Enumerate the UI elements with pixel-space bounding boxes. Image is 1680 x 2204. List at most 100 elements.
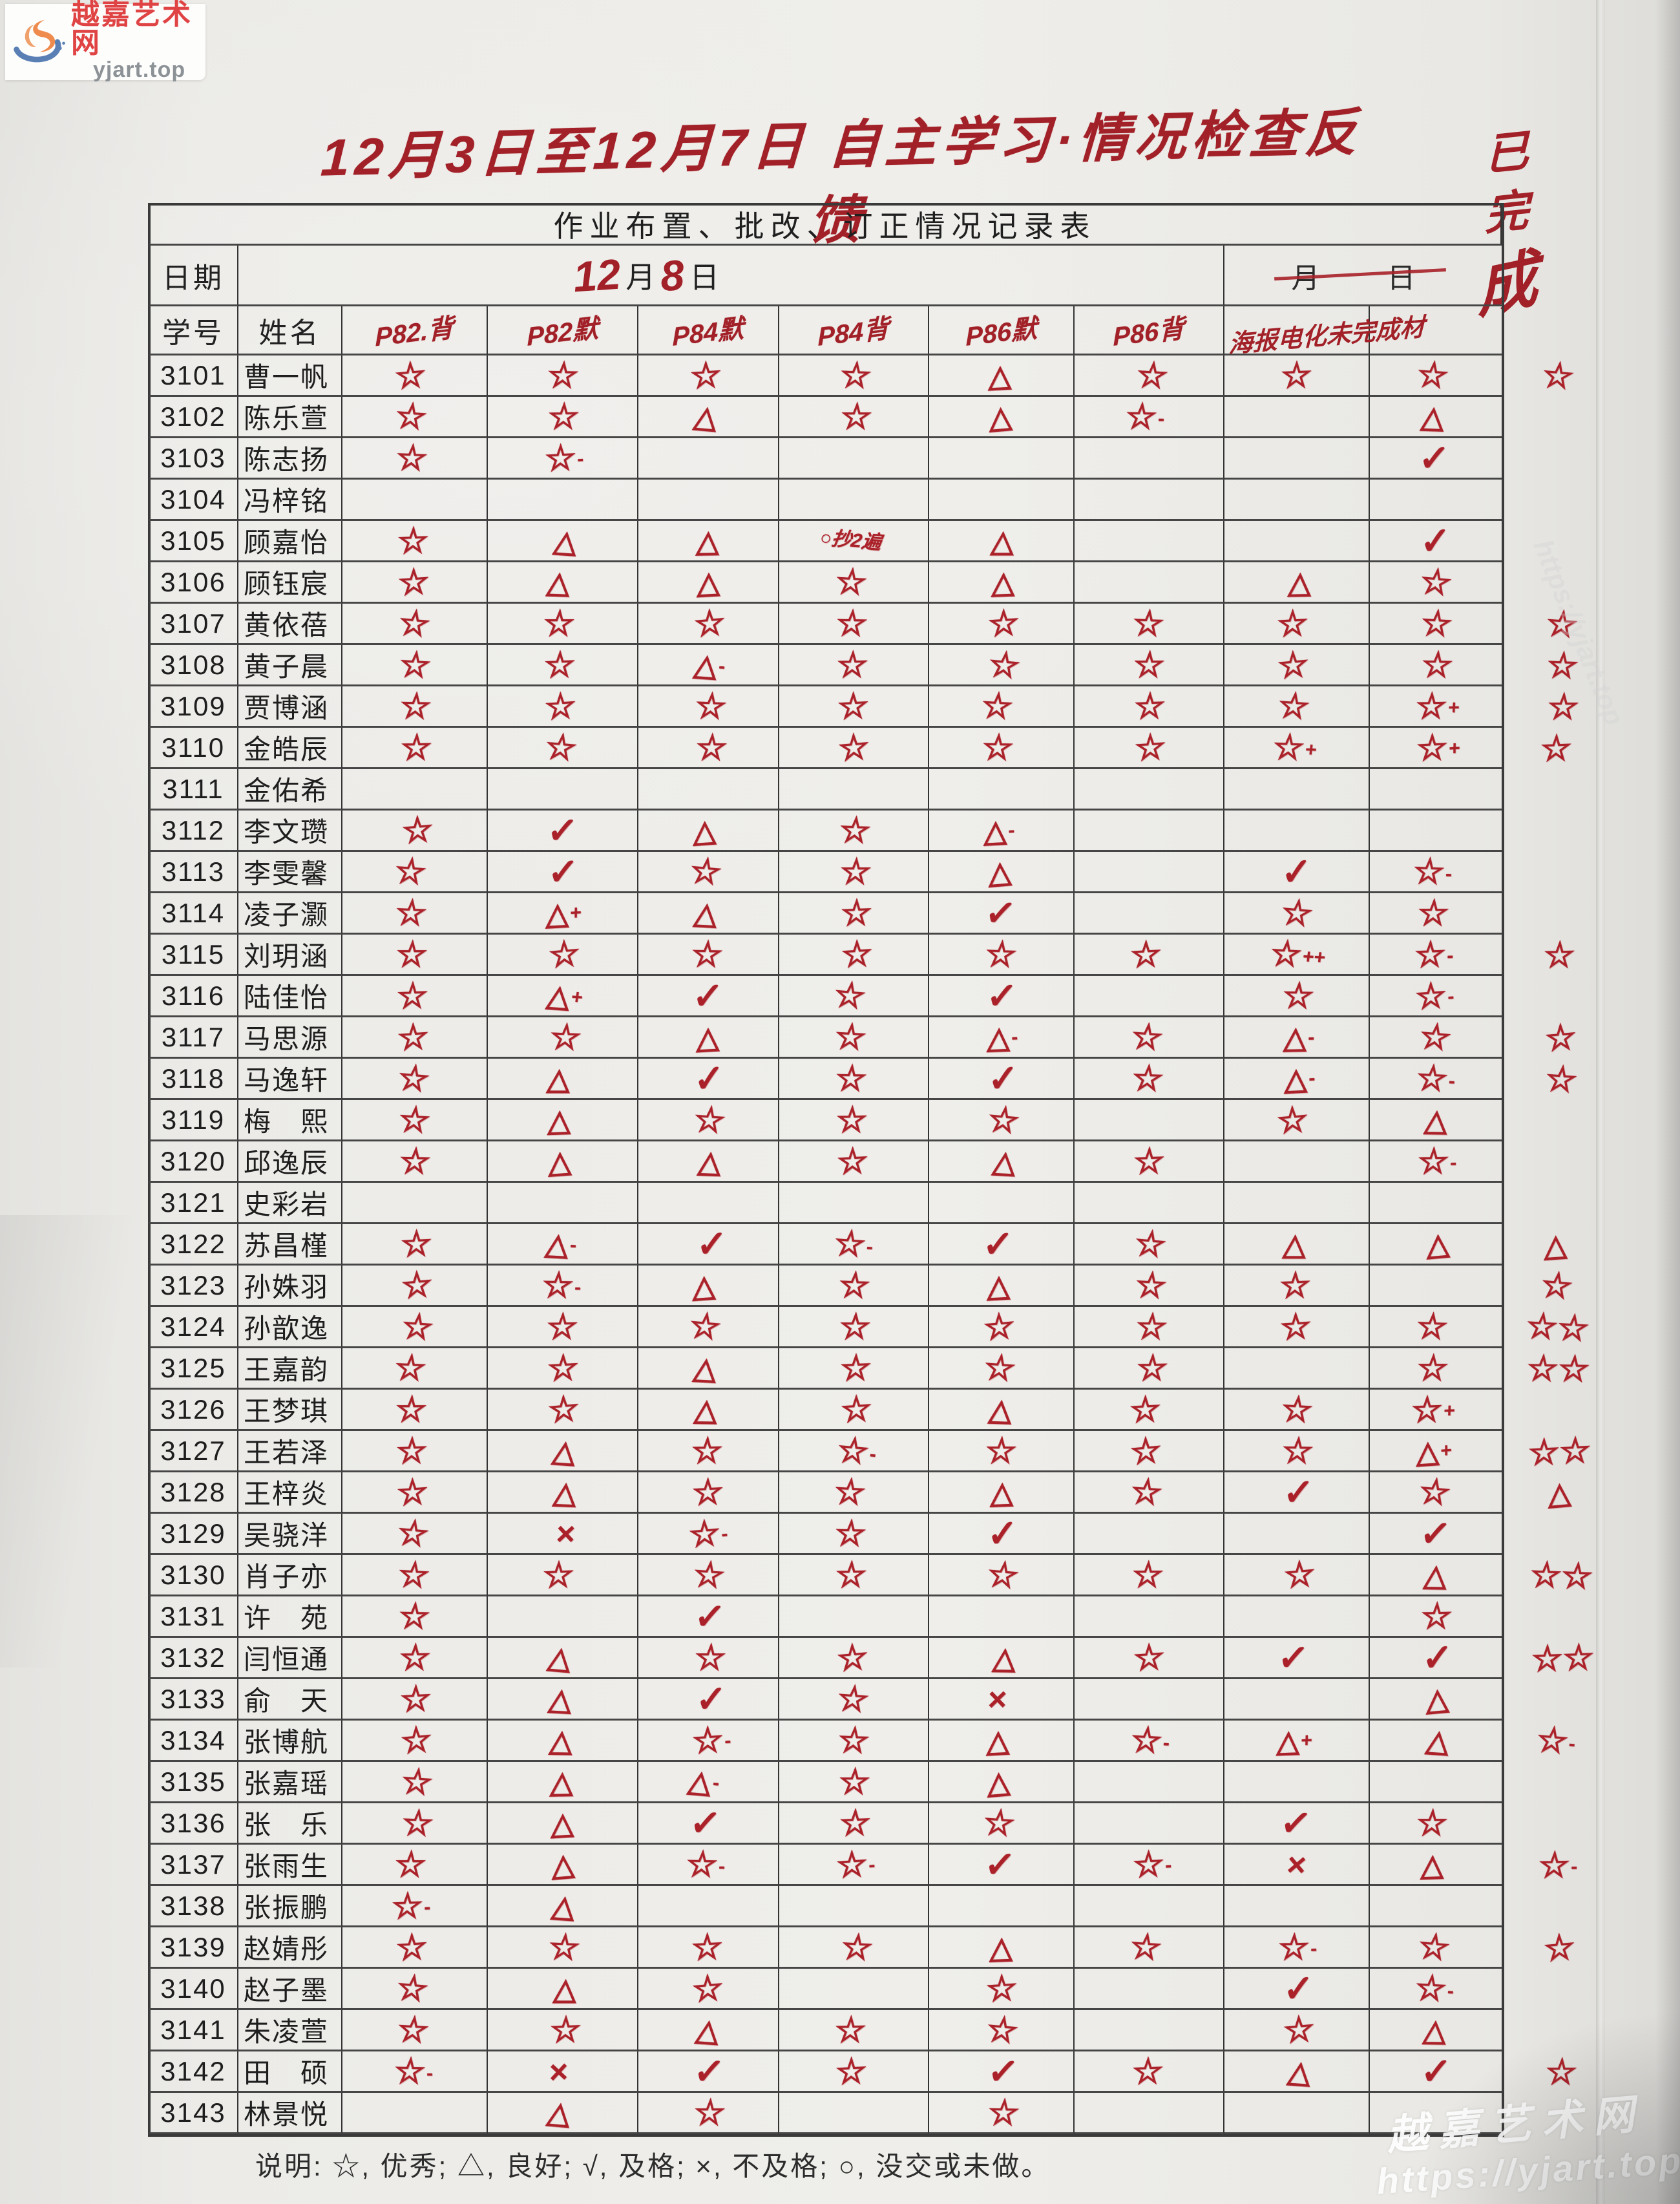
mark-cell: △ xyxy=(638,1348,779,1390)
mark-cell xyxy=(1224,1886,1370,1927)
handwritten-mark: ☆ xyxy=(836,1265,872,1306)
handwritten-mark: △- xyxy=(692,647,727,683)
handwritten-mark: ☆- xyxy=(1132,1844,1172,1885)
handwritten-mark: ☆ xyxy=(1539,728,1573,769)
mark-cell: △ xyxy=(488,1059,638,1100)
student-id-cell: 3107 xyxy=(149,604,238,645)
handwritten-mark: △- xyxy=(986,1019,1018,1055)
student-id-cell: 3128 xyxy=(149,1472,238,1514)
mark-cell: ☆ xyxy=(779,852,929,893)
handwritten-mark: ☆ xyxy=(1277,644,1310,686)
handwritten-mark: △ xyxy=(989,1929,1014,1965)
margin-mark-cell: △ xyxy=(1502,1224,1618,1266)
mark-cell: ☆ xyxy=(1370,1348,1502,1390)
handwritten-mark: ☆ xyxy=(548,933,581,975)
mark-cell: △ xyxy=(638,811,779,852)
handwritten-mark: ☆ xyxy=(690,1431,724,1470)
mark-cell: ☆ xyxy=(1075,604,1224,645)
handwritten-mark: ☆ xyxy=(401,809,434,851)
mark-cell xyxy=(1224,480,1370,521)
margin-mark-cell: ☆☆ xyxy=(1502,1638,1618,1679)
mark-cell: ☆ xyxy=(779,1141,929,1183)
student-id-cell: 3122 xyxy=(149,1224,238,1266)
mark-cell: ✓ xyxy=(1224,1967,1370,2010)
handwritten-mark: ☆ xyxy=(986,2093,1022,2132)
mark-cell: ☆ xyxy=(342,603,488,645)
mark-cell: ✓ xyxy=(1224,849,1370,893)
student-name-cell: 曹一帆 xyxy=(238,355,342,397)
mark-cell: ☆ xyxy=(1370,603,1502,645)
mark-cell: ☆ xyxy=(1075,934,1224,976)
handwritten-mark: ☆ xyxy=(1283,2008,1316,2051)
mark-cell: ☆ xyxy=(779,604,929,645)
mark-cell xyxy=(929,1886,1075,1927)
mark-cell: ☆ xyxy=(929,935,1075,976)
handwritten-mark: ☆ xyxy=(399,727,434,767)
handwritten-mark: △ xyxy=(693,895,720,931)
mark-cell xyxy=(779,769,929,811)
handwritten-mark: ☆ xyxy=(397,1471,428,1513)
mark-cell xyxy=(1224,1514,1370,1555)
handwritten-mark: ☆- xyxy=(1537,1845,1578,1885)
mark-cell: ☆ xyxy=(488,604,638,645)
mark-cell: △ xyxy=(488,1472,638,1514)
mark-cell: ☆ xyxy=(488,1555,638,1596)
mark-cell xyxy=(779,1886,929,1927)
handwritten-mark: ☆ xyxy=(547,1348,580,1388)
mark-cell: ☆- xyxy=(779,1224,929,1266)
student-name-cell: 黄依蓓 xyxy=(238,604,342,645)
mark-cell: ☆ xyxy=(1224,976,1370,1017)
mark-cell: △ xyxy=(488,1141,638,1183)
handwritten-mark: ☆ xyxy=(1280,355,1313,396)
mark-cell: ✓ xyxy=(1370,519,1502,562)
handwritten-mark: ☆ xyxy=(986,1967,1018,2009)
student-name-cell: 赵子墨 xyxy=(238,1969,342,2010)
mark-cell: ☆ xyxy=(779,686,929,728)
handwritten-mark: △ xyxy=(550,1888,578,1923)
margin-mark-cell: ☆ xyxy=(1502,935,1618,976)
mark-cell: ☆ xyxy=(342,396,488,438)
student-id-cell: 3143 xyxy=(149,2093,238,2134)
student-name-cell: 王梓炎 xyxy=(238,1472,342,1514)
handwritten-mark: ☆ xyxy=(1127,1926,1164,1967)
mark-cell: ✓ xyxy=(1370,1512,1502,1555)
handwritten-mark: △ xyxy=(552,1971,578,2006)
mark-cell: △- xyxy=(1224,1017,1370,1059)
mark-cell xyxy=(1075,1762,1224,1803)
handwritten-mark: ☆- xyxy=(684,1844,726,1884)
handwritten-mark: ☆ xyxy=(398,686,434,726)
mark-cell: ☆ xyxy=(779,893,929,935)
mark-cell: ☆ xyxy=(1224,355,1370,397)
mark-cell xyxy=(1224,1679,1370,1721)
mark-cell: ☆ xyxy=(779,1637,929,1679)
handwritten-mark: ☆ xyxy=(1542,935,1576,975)
mark-cell xyxy=(779,2093,929,2134)
mark-cell: ☆ xyxy=(1224,603,1370,645)
handwritten-mark: ☆- xyxy=(688,1512,728,1555)
handwritten-mark: ☆ xyxy=(983,2009,1022,2051)
student-id-cell: 3138 xyxy=(149,1886,238,1927)
mark-cell: △ xyxy=(488,521,638,562)
mark-cell: ☆ xyxy=(1370,893,1502,935)
handwritten-mark: △ xyxy=(1548,1475,1572,1511)
mark-cell xyxy=(1075,1100,1224,1141)
mark-cell: ☆ xyxy=(638,1927,779,1969)
student-id-cell: 3119 xyxy=(149,1100,238,1141)
mark-cell xyxy=(1224,1762,1370,1803)
mark-cell xyxy=(1370,2093,1502,2134)
handwritten-mark: △ xyxy=(991,564,1016,600)
student-id-cell: 3105 xyxy=(149,521,238,562)
student-name-cell: 凌子灏 xyxy=(238,893,342,935)
handwritten-mark: ✓ xyxy=(1281,849,1312,893)
mark-cell xyxy=(1075,1514,1224,1555)
mark-cell: ☆- xyxy=(1370,851,1502,893)
mark-cell xyxy=(638,1183,779,1224)
handwritten-mark: ✓ xyxy=(547,851,580,892)
mark-cell: ✓ xyxy=(638,1677,779,1721)
mark-cell: △ xyxy=(638,521,779,562)
handwritten-mark: ☆- xyxy=(691,1719,731,1761)
handwritten-mark: ☆ xyxy=(839,397,874,436)
mark-cell: ☆ xyxy=(779,562,929,604)
student-name-cell: 肖子亦 xyxy=(238,1555,342,1596)
student-name-cell: 陈乐萱 xyxy=(238,397,342,438)
